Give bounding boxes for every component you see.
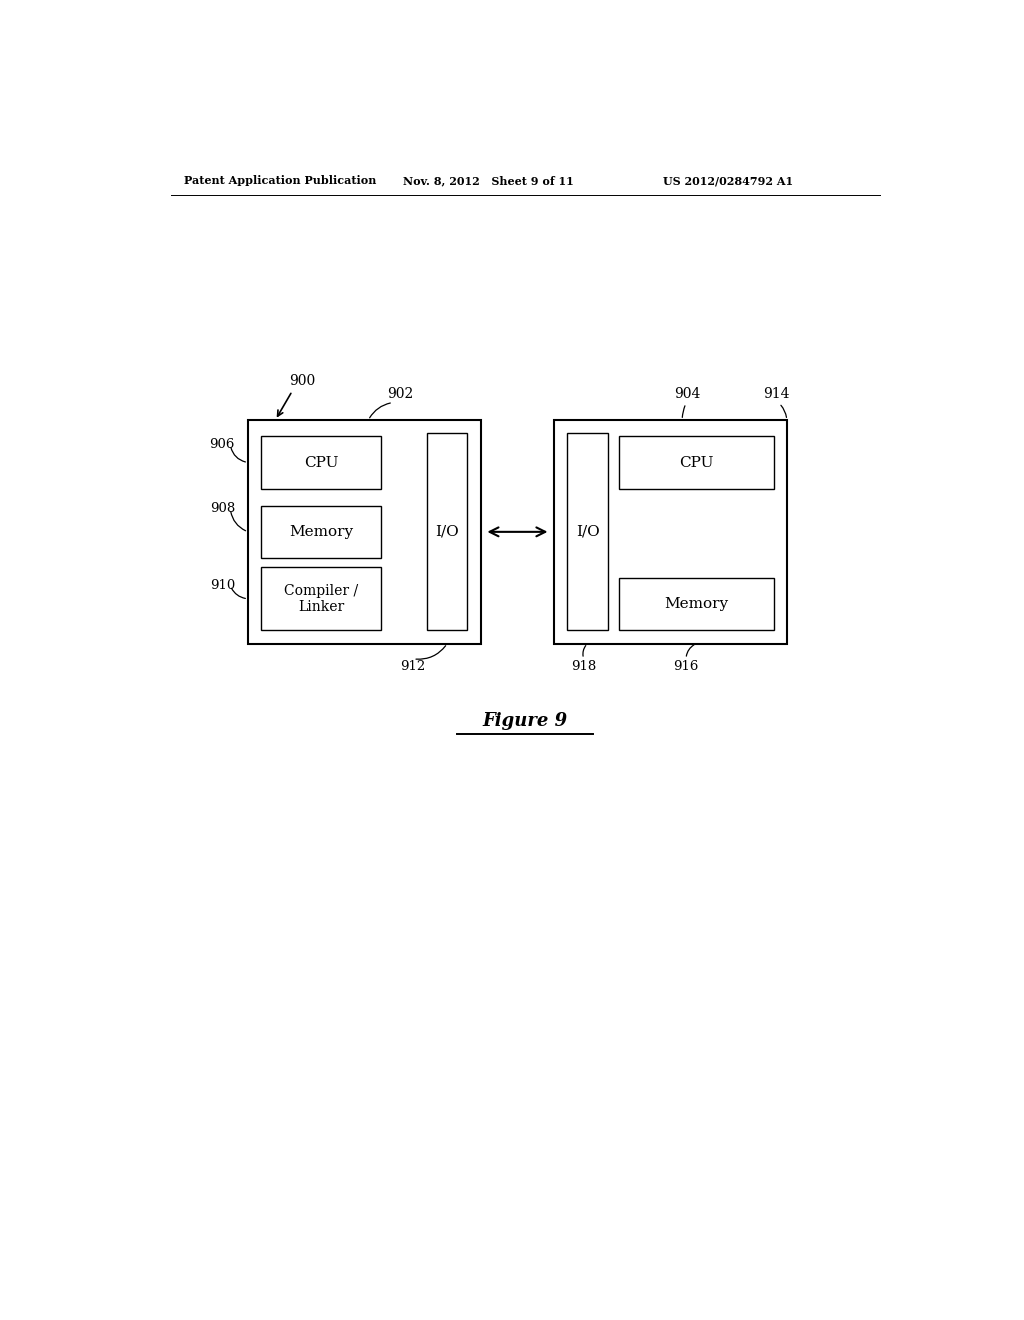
Text: Patent Application Publication: Patent Application Publication: [183, 176, 376, 186]
Text: 910: 910: [210, 579, 234, 593]
Text: 914: 914: [764, 387, 790, 401]
Bar: [554, 420, 786, 644]
Text: Memory: Memory: [290, 525, 353, 539]
Text: CPU: CPU: [304, 455, 339, 470]
Text: 904: 904: [675, 387, 700, 401]
Text: Compiler /
Linker: Compiler / Linker: [285, 583, 358, 614]
Bar: [620, 578, 773, 631]
Text: Figure 9: Figure 9: [482, 711, 567, 730]
Text: 906: 906: [210, 438, 234, 451]
Text: 918: 918: [571, 660, 596, 673]
Text: Memory: Memory: [665, 597, 728, 611]
Text: CPU: CPU: [679, 455, 714, 470]
Bar: [261, 437, 381, 488]
Text: US 2012/0284792 A1: US 2012/0284792 A1: [663, 176, 793, 186]
Bar: [427, 433, 467, 631]
Bar: [248, 420, 480, 644]
Bar: [261, 506, 381, 558]
Text: I/O: I/O: [575, 525, 599, 539]
Text: 912: 912: [400, 660, 426, 673]
Text: 900: 900: [289, 374, 315, 388]
Bar: [567, 433, 607, 631]
Text: 908: 908: [210, 502, 234, 515]
Bar: [261, 568, 381, 631]
Text: I/O: I/O: [435, 525, 459, 539]
Text: 902: 902: [388, 387, 414, 401]
Text: 916: 916: [674, 660, 698, 673]
Bar: [620, 437, 773, 488]
Text: Nov. 8, 2012   Sheet 9 of 11: Nov. 8, 2012 Sheet 9 of 11: [403, 176, 573, 186]
